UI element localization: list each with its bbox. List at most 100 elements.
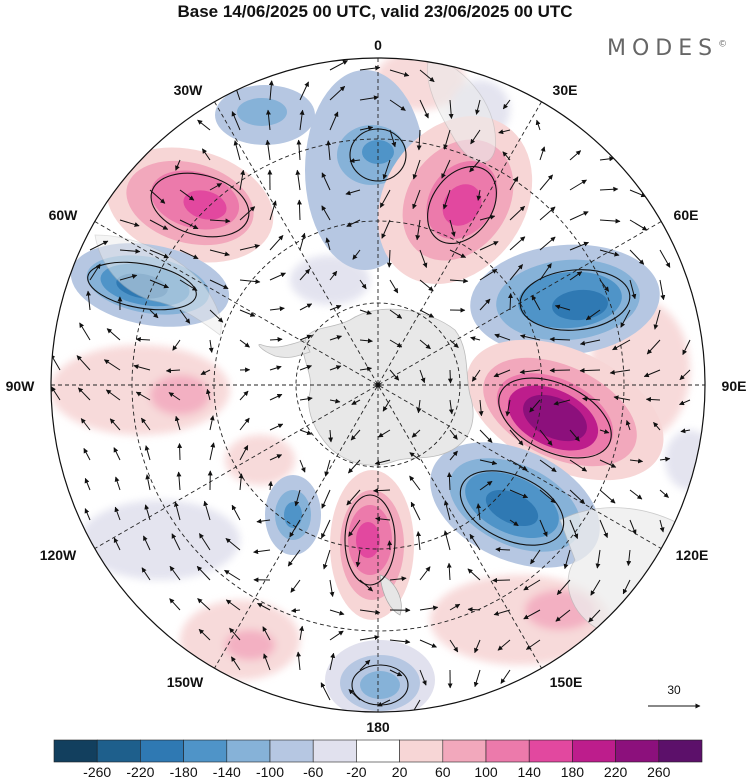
wind-vector-arrow xyxy=(470,129,481,145)
wind-vector-arrow xyxy=(625,420,631,431)
wind-vector-arrow xyxy=(329,86,346,101)
colorbar-tick-label: -100 xyxy=(256,764,284,780)
wind-vector-arrow xyxy=(179,249,199,260)
wind-vector-arrow xyxy=(321,205,331,221)
wind-vector-arrow xyxy=(629,279,637,300)
wind-vector-arrow xyxy=(177,443,183,461)
wind-vector-arrow xyxy=(289,519,301,538)
wind-vector-arrow xyxy=(509,236,526,251)
wind-vector-arrow xyxy=(509,176,519,191)
colorbar-swatch xyxy=(312,739,357,763)
wind-vector-arrow xyxy=(569,459,588,472)
wind-vector-arrow xyxy=(145,474,151,491)
wind-vector-arrow xyxy=(389,309,403,319)
colorbar-tick-label: -20 xyxy=(346,764,366,780)
wind-vector-arrow xyxy=(629,219,648,231)
wind-vector-arrow xyxy=(84,477,91,491)
wind-vector-arrow xyxy=(119,219,140,227)
wind-vector-arrow xyxy=(149,279,169,289)
wind-vector-arrow xyxy=(411,429,421,438)
lon-label-90w: 90W xyxy=(6,378,36,394)
wind-vector-arrow xyxy=(256,518,271,524)
wind-vector-arrow xyxy=(412,189,421,210)
wind-vector-arrow xyxy=(419,309,435,318)
colorbar-swatch xyxy=(226,739,271,763)
wind-vector-arrow xyxy=(579,368,601,374)
wind-vector-arrow xyxy=(296,199,302,221)
wind-vector-arrow xyxy=(419,339,431,350)
wind-vector-arrow xyxy=(539,263,552,281)
colorbar-tick-label: 20 xyxy=(392,764,408,780)
wind-vector-arrow xyxy=(569,150,582,161)
wind-vector-arrow xyxy=(531,294,541,311)
wind-vector-arrow xyxy=(196,566,211,581)
wind-vector-arrow xyxy=(643,369,661,378)
wind-vector-arrow xyxy=(447,369,453,384)
wind-vector-arrow xyxy=(441,159,451,179)
wind-vector-arrow xyxy=(497,639,511,651)
wind-vector-arrow xyxy=(359,309,372,315)
colorbar-swatch xyxy=(572,739,616,763)
colorbar-swatch xyxy=(485,739,530,763)
wind-vector-arrow xyxy=(599,519,608,539)
wind-vector-arrow xyxy=(172,339,181,351)
graticule xyxy=(51,58,705,712)
wind-vector-arrow xyxy=(140,417,151,431)
wind-vector-arrow xyxy=(299,81,309,101)
wind-vector-arrow xyxy=(209,249,230,257)
wind-vector-arrow xyxy=(492,577,511,583)
wind-vector-arrow xyxy=(563,549,571,570)
wind-vector-arrow xyxy=(529,399,541,413)
wind-vector-arrow xyxy=(479,298,491,311)
colorbar-swatch xyxy=(269,739,314,763)
wind-vector-arrow xyxy=(89,240,109,251)
wind-vector-arrow xyxy=(389,369,400,381)
wind-vector-arrow xyxy=(329,365,342,371)
wind-vector-arrow xyxy=(76,355,91,371)
wind-vector-arrow xyxy=(169,598,181,611)
wind-vector-arrow xyxy=(77,387,91,401)
wind-vector-arrow xyxy=(389,279,399,294)
wind-vector-arrow xyxy=(470,336,481,342)
wind-vector-arrow xyxy=(119,274,138,281)
wind-vector-arrow xyxy=(419,69,435,83)
wind-vector-arrow xyxy=(419,639,437,648)
wind-vector-arrow xyxy=(321,519,331,539)
wind-vector-arrow xyxy=(197,598,211,611)
wind-vector-arrow xyxy=(473,669,481,688)
wind-vector-arrow xyxy=(349,158,361,164)
wind-vector-arrow xyxy=(269,272,286,281)
wind-vector-arrow xyxy=(419,279,434,292)
wind-vector-arrow xyxy=(346,219,361,227)
wind-vector-arrow xyxy=(329,630,344,641)
anomaly-negative-60e xyxy=(470,244,660,356)
wind-vector-arrow xyxy=(299,334,313,341)
wind-vector-arrow xyxy=(174,501,181,521)
wind-vector-arrow xyxy=(114,476,121,491)
wind-vector-arrow xyxy=(253,549,271,555)
wind-vector-arrow xyxy=(653,309,661,330)
wind-vector-arrow xyxy=(569,271,583,281)
wind-vector-arrow xyxy=(599,156,615,162)
wind-vector-arrow xyxy=(225,538,241,551)
new-zealand-landmass xyxy=(379,574,402,616)
wind-vector-arrow xyxy=(389,69,410,77)
wind-vector-arrow xyxy=(377,429,391,438)
wind-vector-arrow xyxy=(85,290,91,311)
wind-vector-arrow xyxy=(348,519,361,537)
wind-vector-arrow xyxy=(239,243,260,251)
wind-vector-arrow xyxy=(539,459,557,473)
wind-vector-arrow xyxy=(502,151,511,161)
wind-vector-arrow xyxy=(389,639,411,645)
lon-label-150e: 150E xyxy=(550,674,583,690)
wind-vector-arrow xyxy=(389,99,406,111)
wind-vector-arrow xyxy=(352,249,361,260)
wind-vector-arrow xyxy=(105,389,121,401)
wind-vector-arrow xyxy=(171,533,181,551)
wind-vector-arrow xyxy=(569,211,589,221)
south-america-landmass xyxy=(94,234,222,336)
wind-vector-arrow xyxy=(179,309,191,324)
colorbar-swatch xyxy=(442,739,487,763)
wind-vector-arrow xyxy=(449,339,459,348)
